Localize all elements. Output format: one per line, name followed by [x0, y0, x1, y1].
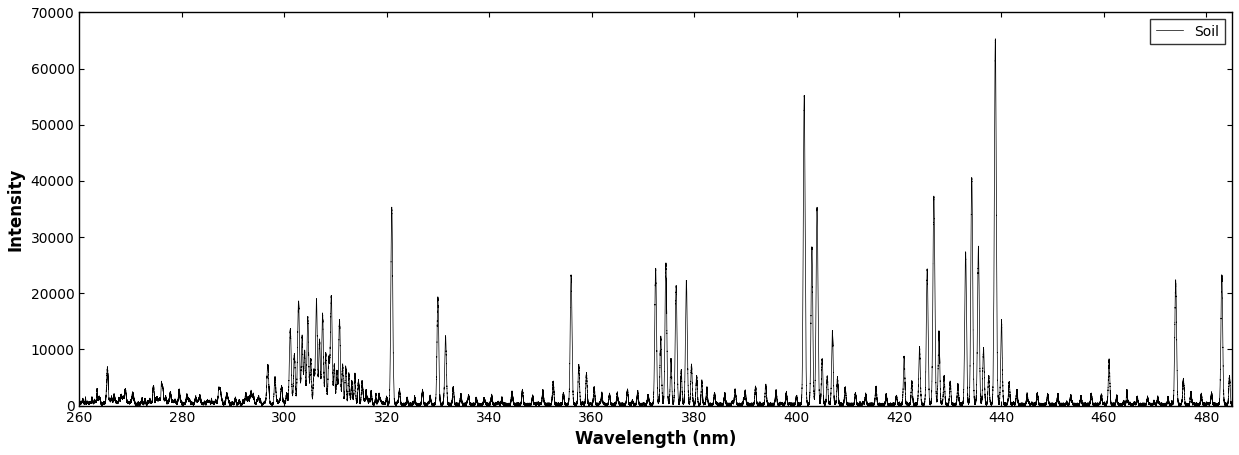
- X-axis label: Wavelength (nm): Wavelength (nm): [575, 430, 736, 448]
- Soil: [118, 388, 133, 394]
- Soil: [181, 396, 196, 401]
- Soil: [1224, 402, 1239, 407]
- Soil: [987, 36, 1002, 41]
- Soil: [390, 400, 405, 405]
- Soil: [631, 389, 646, 395]
- Line: Soil: Soil: [79, 39, 1232, 405]
- Soil: [472, 403, 487, 408]
- Soil: [72, 401, 87, 407]
- Legend: Soil: Soil: [1150, 20, 1225, 45]
- Soil: [1135, 403, 1150, 408]
- Y-axis label: Intensity: Intensity: [7, 167, 25, 251]
- Soil: [1144, 401, 1158, 407]
